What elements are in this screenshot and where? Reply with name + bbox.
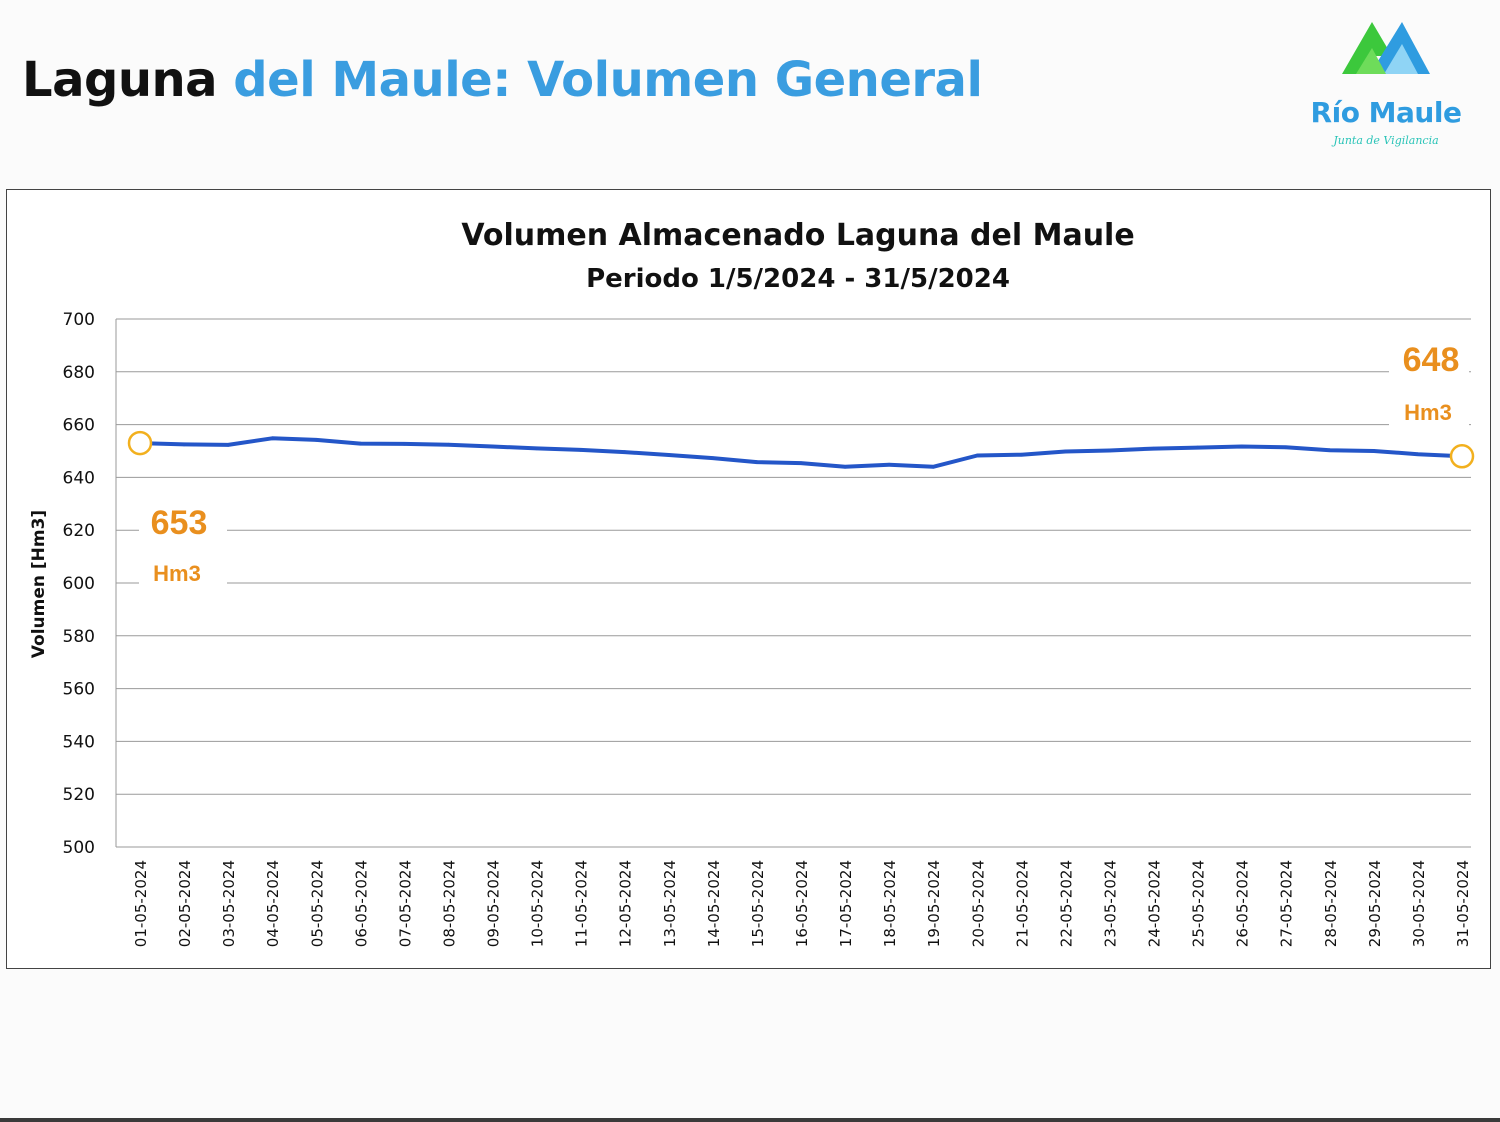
x-tick-label: 04-05-2024	[264, 860, 282, 947]
end-unit-label: Hm3	[1404, 400, 1452, 425]
x-tick-label: 10-05-2024	[529, 860, 547, 947]
x-tick-label: 06-05-2024	[352, 860, 370, 947]
data-point	[755, 460, 759, 464]
x-tick-label: 28-05-2024	[1322, 860, 1340, 947]
x-tick-label: 23-05-2024	[1101, 860, 1119, 947]
data-point	[1063, 449, 1068, 454]
rio-maule-logo: Río Maule Junta de Vigilancia	[1296, 14, 1476, 147]
x-tick-label: 20-05-2024	[969, 860, 987, 947]
data-point	[1283, 445, 1288, 450]
logo-name: Río Maule	[1310, 96, 1462, 129]
x-tick-label: 07-05-2024	[396, 860, 414, 947]
data-point	[1107, 448, 1112, 453]
data-point	[270, 436, 275, 441]
y-tick-label: 700	[63, 310, 95, 330]
y-tick-label: 560	[63, 680, 95, 700]
data-point	[358, 441, 363, 446]
x-tick-label: 27-05-2024	[1278, 860, 1296, 947]
y-tick-labels: 500 520 540 560 580 600 620 640 660 680 700	[63, 310, 95, 858]
value-annotations: 653 Hm3 648 Hm3	[127, 330, 1475, 592]
y-tick-label: 660	[63, 416, 95, 436]
chart-panel: Volumen Almacenado Laguna del Maule Peri…	[6, 189, 1491, 969]
x-tick-label: 31-05-2024	[1454, 860, 1472, 947]
x-tick-label: 11-05-2024	[573, 860, 591, 947]
data-point	[622, 450, 627, 454]
x-tick-label: 13-05-2024	[661, 860, 679, 947]
data-point	[1328, 448, 1332, 453]
chart-subtitle: Periodo 1/5/2024 - 31/5/2024	[586, 264, 1010, 294]
series-layer	[138, 436, 1464, 469]
x-tick-label: 02-05-2024	[176, 860, 194, 947]
x-tick-labels: 01-05-2024 02-05-2024 03-05-2024 04-05-2024…	[132, 860, 1472, 947]
data-point	[1019, 452, 1024, 457]
x-tick-label: 26-05-2024	[1234, 860, 1252, 947]
data-point	[975, 453, 980, 458]
start-unit-label: Hm3	[153, 561, 201, 586]
x-tick-label: 03-05-2024	[220, 860, 238, 947]
x-tick-label: 22-05-2024	[1057, 860, 1075, 947]
y-tick-label: 500	[63, 838, 95, 858]
x-tick-label: 05-05-2024	[308, 860, 326, 947]
y-tick-label: 640	[63, 468, 95, 488]
x-tick-label: 24-05-2024	[1146, 860, 1164, 947]
x-tick-label: 01-05-2024	[132, 860, 150, 947]
data-point	[182, 442, 186, 447]
x-tick-label: 14-05-2024	[705, 860, 723, 947]
data-point	[843, 465, 847, 469]
x-tick-label: 16-05-2024	[793, 860, 811, 947]
x-tick-label: 18-05-2024	[881, 860, 899, 947]
data-point	[1372, 449, 1376, 453]
data-point	[1239, 444, 1244, 449]
data-point	[534, 446, 539, 451]
x-tick-label: 21-05-2024	[1013, 860, 1031, 947]
data-point	[226, 443, 230, 447]
end-label-background	[1389, 330, 1469, 430]
data-point	[711, 456, 715, 460]
page-title-part2: del Maule: Volumen General	[233, 52, 983, 108]
end-value-label: 648	[1403, 341, 1460, 379]
x-tick-label: 30-05-2024	[1410, 860, 1428, 947]
grid-layer	[115, 318, 1471, 848]
y-tick-label: 620	[63, 521, 95, 541]
y-tick-label: 520	[63, 785, 95, 805]
data-point	[1151, 446, 1156, 451]
x-tick-label: 19-05-2024	[925, 860, 943, 947]
data-point	[402, 442, 407, 446]
data-point	[578, 448, 583, 452]
x-tick-label: 29-05-2024	[1366, 860, 1384, 947]
data-point	[799, 461, 803, 465]
x-tick-label: 08-05-2024	[440, 860, 458, 947]
data-point	[1195, 445, 1200, 450]
x-tick-label: 15-05-2024	[749, 860, 767, 947]
x-tick-label: 17-05-2024	[837, 860, 855, 947]
y-tick-label: 680	[63, 363, 95, 383]
start-marker	[127, 430, 153, 456]
y-axis-label: Volumen [Hm3]	[29, 510, 49, 658]
page-title-part1: Laguna	[22, 52, 218, 108]
end-marker	[1449, 444, 1475, 469]
data-point	[887, 462, 891, 467]
data-point	[314, 438, 319, 442]
data-point	[931, 465, 935, 469]
chart-title: Volumen Almacenado Laguna del Maule	[461, 218, 1134, 253]
x-tick-label: 09-05-2024	[485, 860, 503, 947]
y-tick-label: 600	[63, 574, 95, 594]
data-point	[490, 444, 495, 449]
data-point	[446, 442, 451, 447]
data-point	[667, 453, 671, 457]
page-title: Laguna del Maule: Volumen General	[22, 52, 983, 108]
line-chart: Volumen Almacenado Laguna del Maule Peri…	[29, 218, 1475, 947]
y-tick-label: 540	[63, 732, 95, 752]
mountain-logo-icon	[1342, 22, 1430, 74]
start-value-label: 653	[151, 504, 208, 542]
x-tick-label: 25-05-2024	[1190, 860, 1208, 947]
data-point	[1416, 452, 1420, 456]
x-tick-label: 12-05-2024	[617, 860, 635, 947]
logo-tagline: Junta de Vigilancia	[1333, 134, 1439, 147]
bottom-divider	[0, 1118, 1500, 1122]
start-label-background	[139, 496, 227, 592]
y-tick-label: 580	[63, 627, 95, 647]
